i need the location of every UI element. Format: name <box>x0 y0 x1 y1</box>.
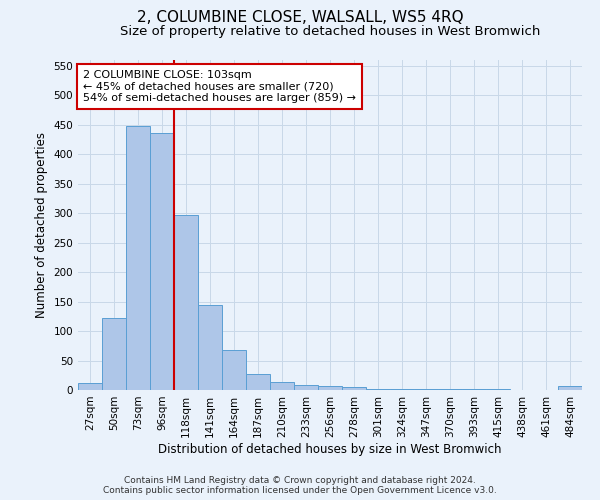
Bar <box>558 386 582 390</box>
Y-axis label: Number of detached properties: Number of detached properties <box>35 132 48 318</box>
Bar <box>270 382 294 390</box>
Text: 2, COLUMBINE CLOSE, WALSALL, WS5 4RQ: 2, COLUMBINE CLOSE, WALSALL, WS5 4RQ <box>137 10 463 25</box>
Bar <box>198 304 222 390</box>
Title: Size of property relative to detached houses in West Bromwich: Size of property relative to detached ho… <box>120 25 540 38</box>
Bar <box>126 126 150 390</box>
Bar <box>366 389 390 390</box>
Bar <box>294 384 318 390</box>
Bar <box>342 387 366 390</box>
Bar <box>150 133 174 390</box>
Bar <box>222 350 246 390</box>
Bar <box>246 374 270 390</box>
Bar <box>318 386 342 390</box>
Bar <box>102 318 126 390</box>
Text: Contains HM Land Registry data © Crown copyright and database right 2024.
Contai: Contains HM Land Registry data © Crown c… <box>103 476 497 495</box>
X-axis label: Distribution of detached houses by size in West Bromwich: Distribution of detached houses by size … <box>158 442 502 456</box>
Text: 2 COLUMBINE CLOSE: 103sqm
← 45% of detached houses are smaller (720)
54% of semi: 2 COLUMBINE CLOSE: 103sqm ← 45% of detac… <box>83 70 356 103</box>
Bar <box>174 215 198 390</box>
Bar <box>78 383 102 390</box>
